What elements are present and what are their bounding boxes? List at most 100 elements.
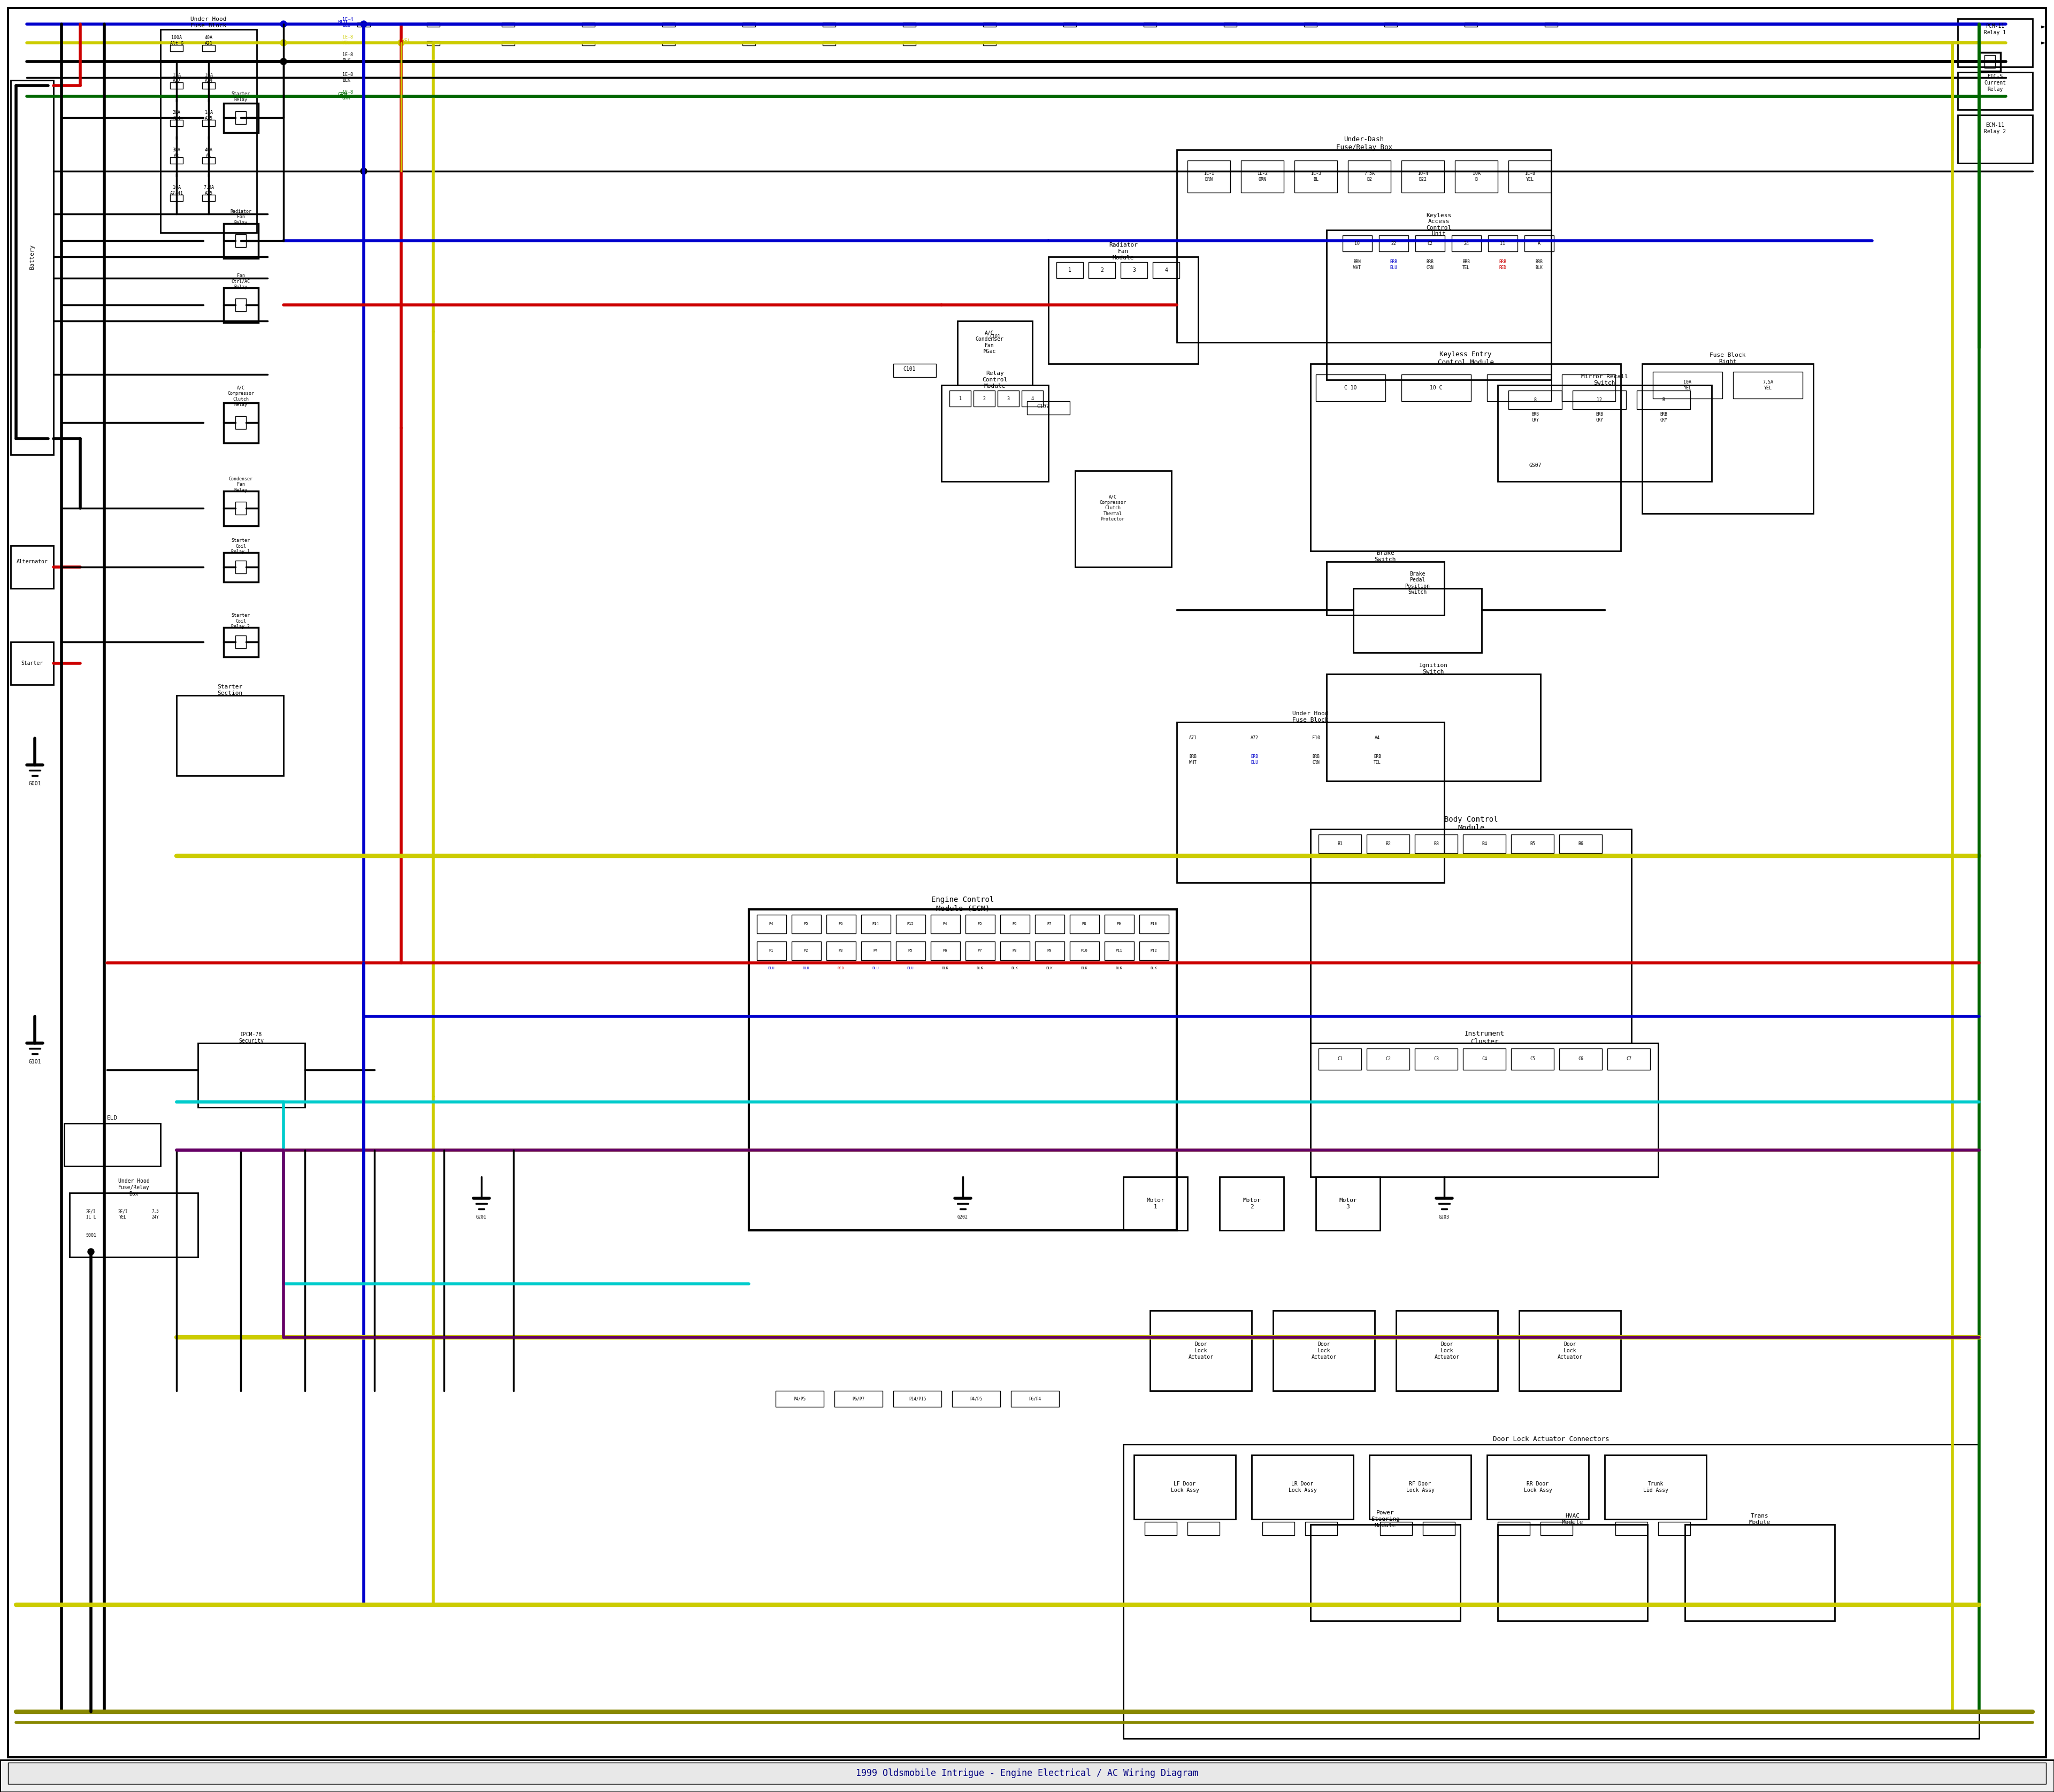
Bar (741, 41, 756, 45)
Bar (834, 1391, 883, 1407)
Text: Motor
1: Motor 1 (1146, 1197, 1165, 1210)
Text: P9: P9 (1117, 923, 1121, 925)
Bar (1508, 161, 1551, 192)
Text: C5: C5 (1530, 1057, 1534, 1061)
Text: P6/P4: P6/P4 (1029, 1396, 1041, 1401)
Text: ECM-11
Relay 2: ECM-11 Relay 2 (1984, 122, 2007, 134)
Text: BLK: BLK (941, 966, 949, 969)
Text: 7.5A
B2: 7.5A B2 (1364, 172, 1374, 181)
Text: Ignition
Switch: Ignition Switch (1419, 663, 1448, 674)
Text: ETC-S
Current
Relay: ETC-S Current Relay (1984, 73, 2007, 91)
Bar (824, 23, 836, 27)
Bar (1637, 391, 1690, 409)
Bar (1454, 161, 1497, 192)
Bar (1354, 588, 1481, 652)
Text: 1E-8
GRN: 1E-8 GRN (343, 90, 353, 100)
Text: C3: C3 (1434, 1057, 1440, 1061)
Bar (1000, 914, 1029, 934)
Text: G202: G202 (957, 1215, 967, 1219)
Text: Radiator
Fan
Module: Radiator Fan Module (1109, 242, 1138, 260)
Text: 3: 3 (1006, 396, 1011, 401)
Bar (1957, 115, 2033, 163)
Text: 7.5A
YEL: 7.5A YEL (1762, 380, 1773, 391)
Bar (741, 23, 756, 27)
Text: P6/P7: P6/P7 (852, 1396, 865, 1401)
Circle shape (362, 168, 368, 174)
Bar (1124, 1444, 1980, 1738)
Text: BRB
CRY: BRB CRY (1532, 412, 1538, 423)
Text: BRB
TEL: BRB TEL (1374, 754, 1380, 765)
Bar (177, 695, 283, 776)
Text: P5: P5 (803, 923, 809, 925)
Text: LF Door
Lock Assy: LF Door Lock Assy (1171, 1482, 1200, 1493)
Bar (170, 158, 183, 163)
Bar (1520, 1310, 1621, 1391)
Bar (1327, 561, 1444, 615)
Text: C2: C2 (1384, 1057, 1391, 1061)
Text: Motor
2: Motor 2 (1243, 1197, 1261, 1210)
Text: HVAC
Module: HVAC Module (1561, 1514, 1584, 1525)
Text: RR Door
Lock Assy: RR Door Lock Assy (1524, 1482, 1553, 1493)
Bar (893, 1391, 941, 1407)
Bar (224, 224, 259, 258)
Text: 22: 22 (1391, 240, 1397, 246)
Bar (224, 289, 259, 323)
Text: Starter
Relay: Starter Relay (232, 91, 251, 102)
Bar (896, 941, 926, 961)
Bar (824, 41, 836, 45)
Text: P7: P7 (1048, 923, 1052, 925)
Text: ►: ► (2042, 39, 2046, 47)
Text: G201: G201 (477, 1215, 487, 1219)
Text: 2: 2 (1101, 267, 1103, 272)
Bar (201, 120, 216, 125)
Text: 4: 4 (1165, 267, 1167, 272)
Bar (1573, 391, 1627, 409)
Bar (427, 41, 440, 45)
Circle shape (88, 1249, 94, 1254)
Text: A/C
Compressor
Clutch
Relay: A/C Compressor Clutch Relay (228, 385, 255, 407)
Text: 10A
B: 10A B (1473, 172, 1481, 181)
Bar (1220, 1177, 1284, 1231)
Bar (236, 416, 246, 428)
Text: B3: B3 (1434, 840, 1440, 846)
Bar (826, 914, 857, 934)
Text: 2E/I
IL L: 2E/I IL L (86, 1210, 97, 1220)
Text: P5: P5 (908, 950, 912, 952)
Text: BLK: BLK (976, 966, 984, 969)
Bar (1121, 262, 1148, 278)
Bar (1641, 364, 1814, 514)
Text: C6: C6 (1577, 1057, 1584, 1061)
Bar (1401, 375, 1471, 401)
Bar (64, 1124, 160, 1167)
Text: B2: B2 (1384, 840, 1391, 846)
Text: P5: P5 (978, 923, 982, 925)
Bar (1347, 161, 1391, 192)
Bar (1423, 1521, 1454, 1536)
Text: 15A
A22: 15A A22 (173, 73, 181, 82)
Text: 11: 11 (1499, 240, 1506, 246)
Bar (1614, 1521, 1647, 1536)
Text: P12: P12 (1150, 950, 1156, 952)
Text: IL-1
BRN: IL-1 BRN (1204, 172, 1214, 181)
Bar (776, 1391, 824, 1407)
Bar (661, 23, 676, 27)
Text: P8: P8 (1082, 923, 1087, 925)
Bar (1658, 1521, 1690, 1536)
Text: 10A
A7-41: 10A A7-41 (170, 185, 183, 195)
Bar (756, 941, 787, 961)
Bar (949, 391, 972, 407)
Text: A4: A4 (1374, 737, 1380, 740)
Text: IL-2
ORN: IL-2 ORN (1257, 172, 1267, 181)
Bar (1070, 941, 1099, 961)
Bar (1011, 1391, 1060, 1407)
Text: BRB
BLU: BRB BLU (1391, 260, 1397, 271)
Text: P8: P8 (1013, 950, 1017, 952)
Bar (224, 491, 259, 525)
Bar (1465, 23, 1477, 27)
Bar (581, 23, 596, 27)
Text: BLU: BLU (803, 966, 809, 969)
Text: B1: B1 (1337, 840, 1343, 846)
Bar (861, 941, 891, 961)
Text: 1E-4
BLU: 1E-4 BLU (343, 18, 353, 27)
Bar (1415, 1048, 1458, 1070)
